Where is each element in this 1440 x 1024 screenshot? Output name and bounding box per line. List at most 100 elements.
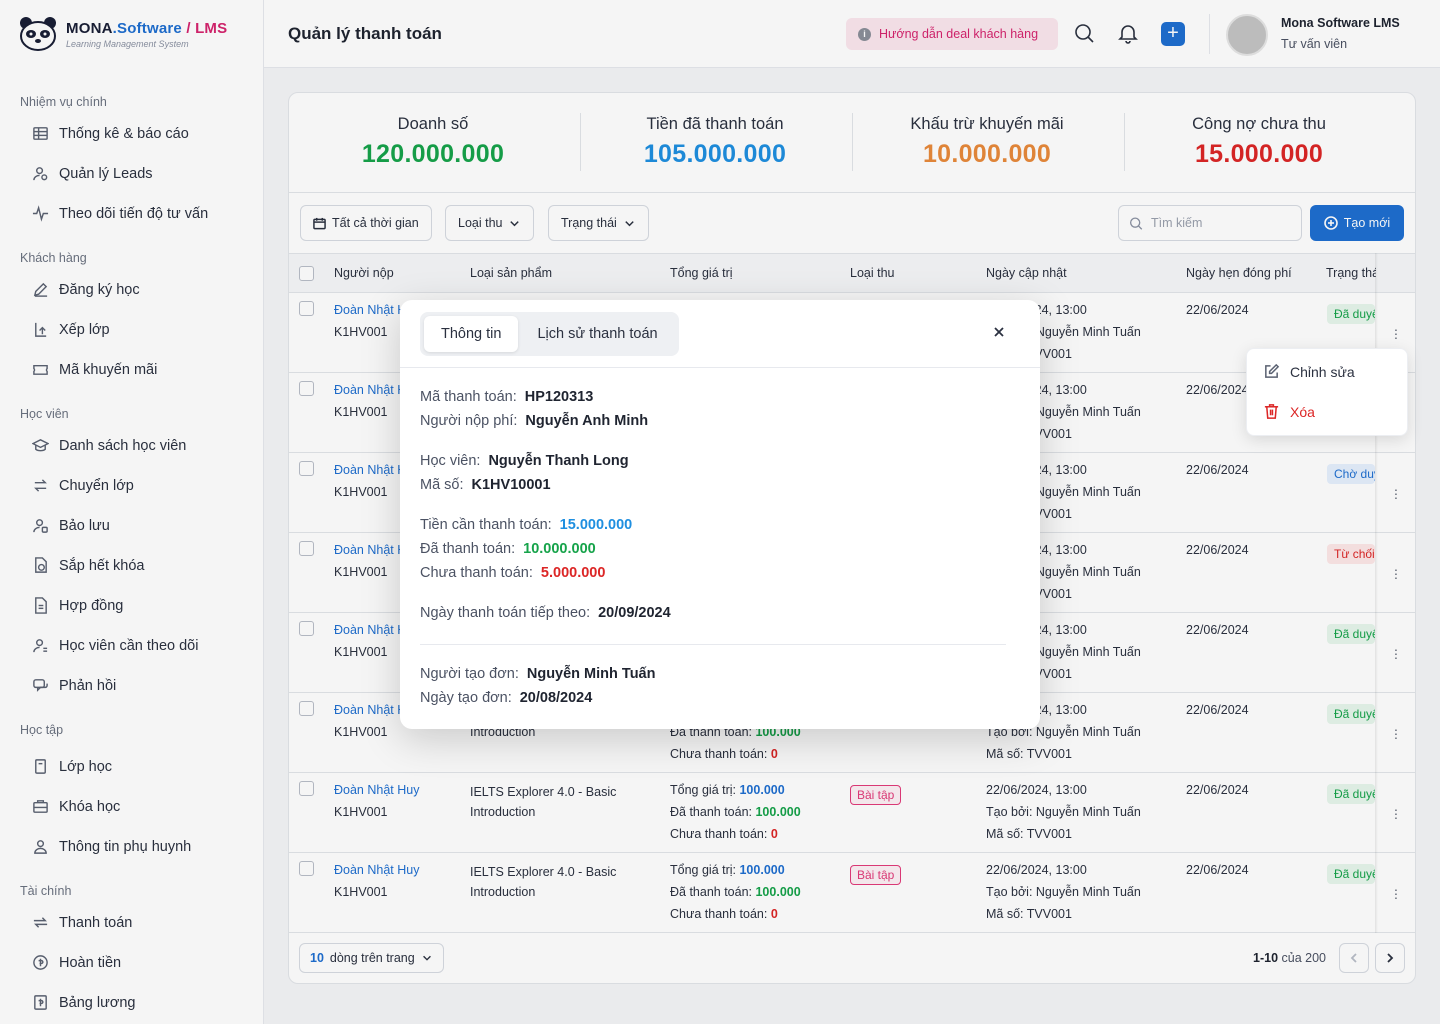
row-checkbox[interactable] [299,541,314,556]
payer-name-link[interactable]: Đoàn Nhật Huy [334,863,420,877]
sidebar-item-student-list[interactable]: Danh sách học viên [32,437,186,454]
payer-name-link[interactable]: Đoàn Nhật Huy [334,543,420,557]
sidebar-item-payroll[interactable]: Bảng lương [32,994,135,1011]
sidebar-item-reports[interactable]: Thống kê & báo cáo [32,125,189,142]
row-checkbox[interactable] [299,381,314,396]
sidebar-item-transfer[interactable]: Chuyển lớp [32,477,134,494]
field-value: 20/08/2024 [519,690,593,706]
payer-code: K1HV001 [334,805,388,819]
row-checkbox[interactable] [299,621,314,636]
due-date: 22/06/2024 [1186,623,1249,637]
select-all-checkbox[interactable] [299,266,314,281]
row-checkbox[interactable] [299,861,314,876]
payer-name-link[interactable]: Đoàn Nhật Huy [334,783,420,797]
sidebar-item-label: Thông tin phụ huynh [59,838,192,855]
sidebar-item-classes[interactable]: Lớp học [32,758,112,775]
sidebar-item-contract[interactable]: Hợp đồng [32,597,123,614]
divider [580,113,581,171]
row-checkbox[interactable] [299,301,314,316]
sidebar-item-progress[interactable]: Theo dõi tiến độ tư vấn [32,205,208,222]
sidebar-item-payment[interactable]: Thanh toán [32,914,132,931]
user-watch-icon [33,639,48,653]
status-badge: Đã duyệt [1327,304,1375,324]
sidebar-item-promo[interactable]: Mã khuyến mãi [32,361,157,378]
col-type[interactable]: Loại thu [850,266,895,280]
row-menu-button[interactable]: ··· [1393,562,1399,584]
field-payment-code: Mã thanh toán: HP120313 [420,389,593,405]
sidebar-item-refund[interactable]: Hoàn tiền [32,954,121,971]
row-menu-button[interactable]: ··· [1393,322,1399,344]
status-filter[interactable]: Trạng thái [548,205,649,241]
logo[interactable]: MONA.Software / LMS Learning Management … [18,16,227,52]
user-role: Tư vấn viên [1281,37,1348,51]
nav-section-customers: Khách hàng [20,251,87,265]
next-page-button[interactable] [1375,943,1405,973]
prev-page-button[interactable] [1339,943,1369,973]
table-row[interactable]: Đoàn Nhật Huy K1HV001 IELTS Explorer 4.0 -… [289,773,1415,853]
sidebar-item-expiring[interactable]: Sắp hết khóa [32,557,144,574]
field-label: Tiền cần thanh toán: [420,517,552,533]
add-button[interactable]: + [1161,22,1185,46]
staff-code-value: TVV001 [1026,747,1072,761]
page-size-select[interactable]: 10 dòng trên trang [299,943,444,973]
avatar[interactable] [1226,14,1268,56]
guide-button[interactable]: i Hướng dẫn deal khách hàng [846,18,1059,50]
search-button[interactable] [1073,22,1097,46]
tab-info[interactable]: Thông tin [424,316,519,352]
row-checkbox[interactable] [299,461,314,476]
sidebar-item-courses[interactable]: Khóa học [32,798,120,815]
info-icon: i [858,27,871,41]
search-input[interactable] [1151,216,1291,230]
staff-code: Mã số: TVV001 [986,747,1072,761]
payer-name-link[interactable]: Đoàn Nhật Huy [334,703,420,717]
create-button[interactable]: Tạo mới [1310,205,1404,241]
col-total[interactable]: Tổng giá trị [670,266,733,280]
classroom-icon [35,759,46,774]
field-label: Mã thanh toán: [420,389,517,405]
delete-menu-item[interactable]: Xóa [1263,403,1315,420]
sidebar-item-leads[interactable]: Quản lý Leads [32,165,153,182]
sidebar-item-reserve[interactable]: Bảo lưu [32,517,110,534]
row-checkbox[interactable] [299,701,314,716]
col-product[interactable]: Loại sản phẩm [470,266,553,280]
kebab-icon: ··· [1393,321,1399,345]
tab-history[interactable]: Lịch sử thanh toán [537,326,658,342]
payer-name-link[interactable]: Đoàn Nhật Huy [334,303,420,317]
pagination-info: 1-10 của 200 [1253,951,1326,965]
sidebar-item-parents[interactable]: Thông tin phụ huynh [32,838,191,855]
field-value: 20/09/2024 [598,605,671,621]
payer-name-link[interactable]: Đoàn Nhật Huy [334,623,420,637]
col-payer[interactable]: Người nộp [334,266,394,280]
close-button[interactable] [992,325,1010,343]
sidebar-item-class-assign[interactable]: Xếp lớp [32,321,110,338]
row-menu-button[interactable]: ··· [1393,642,1399,664]
row-menu-button[interactable]: ··· [1393,802,1399,824]
col-updated[interactable]: Ngày cập nhật [986,266,1067,280]
time-filter-label: Tất cả thời gian [332,216,419,230]
due-date: 22/06/2024 [1186,383,1249,397]
row-menu-button[interactable]: ··· [1393,482,1399,504]
time-filter[interactable]: Tất cả thời gian [300,205,432,241]
sidebar-item-register[interactable]: Đăng ký học [32,281,140,298]
updated-by-value: Nguyễn Minh Tuấn [1035,405,1141,419]
updated-at: 22/06/2024, 13:00 [986,783,1087,797]
kebab-icon: ··· [1393,881,1399,905]
type-filter[interactable]: Loại thu [445,205,535,241]
user-name: Mona Software LMS [1281,16,1400,30]
staff-code-label: Mã số: [986,907,1027,921]
payer-name-link[interactable]: Đoàn Nhật Huy [334,463,420,477]
row-checkbox[interactable] [299,781,314,796]
row-menu-button[interactable]: ··· [1393,882,1399,904]
col-status[interactable]: Trạng thái [1326,266,1376,280]
col-due[interactable]: Ngày hẹn đóng phí [1186,266,1292,280]
row-menu-button[interactable]: ··· [1393,722,1399,744]
sidebar-item-watch[interactable]: Học viên cần theo dõi [32,637,198,654]
table-row[interactable]: Đoàn Nhật Huy K1HV001 IELTS Explorer 4.0 -… [289,853,1415,933]
sidebar-item-label: Danh sách học viên [59,437,187,454]
edit-menu-item[interactable]: Chỉnh sửa [1263,363,1355,380]
payer-name-link[interactable]: Đoàn Nhật Huy [334,383,420,397]
sidebar-item-feedback[interactable]: Phản hồi [32,677,116,694]
notification-button[interactable] [1117,22,1141,46]
nav-section-finance: Tài chính [20,884,72,898]
sidebar-item-label: Khóa học [59,798,121,815]
